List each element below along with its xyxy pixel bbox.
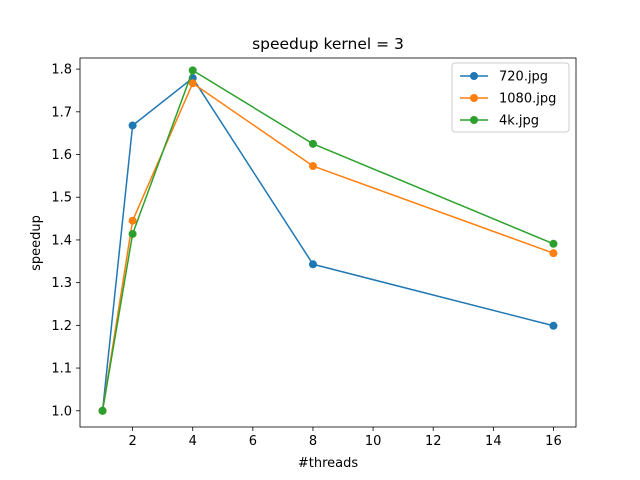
y-tick-label: 1.1 xyxy=(51,362,72,377)
data-point-4k.jpg xyxy=(98,406,107,415)
data-point-1080.jpg xyxy=(549,249,558,258)
x-axis-label: #threads xyxy=(298,456,359,471)
data-point-4k.jpg xyxy=(128,229,137,238)
legend-marker-720.jpg xyxy=(470,72,478,80)
y-tick-label: 1.0 xyxy=(51,404,72,419)
legend-label: 720.jpg xyxy=(499,70,548,85)
y-tick-label: 1.4 xyxy=(51,233,72,248)
x-tick-label: 10 xyxy=(365,434,382,449)
data-point-4k.jpg xyxy=(188,66,197,75)
data-point-720.jpg xyxy=(308,260,317,269)
legend-marker-4k.jpg xyxy=(470,116,478,124)
x-tick-label: 16 xyxy=(545,434,562,449)
chart-title: speedup kernel = 3 xyxy=(252,35,404,53)
plot-area: 2 4 6 8 10 12 14 16 1.0 1.1 1.2 1.3 1.4 1.5 1.6 1.7 1.8 xyxy=(51,57,577,449)
data-point-720.jpg xyxy=(549,321,558,330)
x-tick-label: 4 xyxy=(189,434,197,449)
axes-frame xyxy=(79,57,577,428)
y-tick-label: 1.7 xyxy=(51,105,72,120)
x-tick-label: 14 xyxy=(485,434,502,449)
legend-label: 1080.jpg xyxy=(499,92,556,107)
y-tick-label: 1.2 xyxy=(51,319,72,334)
legend: 720.jpg 1080.jpg 4k.jpg xyxy=(451,62,570,133)
y-tick-label: 1.6 xyxy=(51,148,72,163)
data-point-4k.jpg xyxy=(308,139,317,148)
legend-label: 4k.jpg xyxy=(499,114,539,129)
y-tick-label: 1.3 xyxy=(51,276,72,291)
legend-marker-1080.jpg xyxy=(470,94,478,102)
x-tick-label: 6 xyxy=(249,434,257,449)
data-point-1080.jpg xyxy=(188,79,197,88)
data-point-720.jpg xyxy=(128,121,137,130)
data-point-1080.jpg xyxy=(128,216,137,225)
data-point-4k.jpg xyxy=(549,239,558,248)
x-tick-label: 8 xyxy=(309,434,317,449)
data-point-1080.jpg xyxy=(308,162,317,171)
x-tick-label: 12 xyxy=(425,434,442,449)
x-tick-label: 2 xyxy=(128,434,136,449)
legend-box xyxy=(451,62,570,133)
y-tick-label: 1.8 xyxy=(51,63,72,78)
y-tick-label: 1.5 xyxy=(51,191,72,206)
y-axis-label: speedup xyxy=(29,215,44,271)
